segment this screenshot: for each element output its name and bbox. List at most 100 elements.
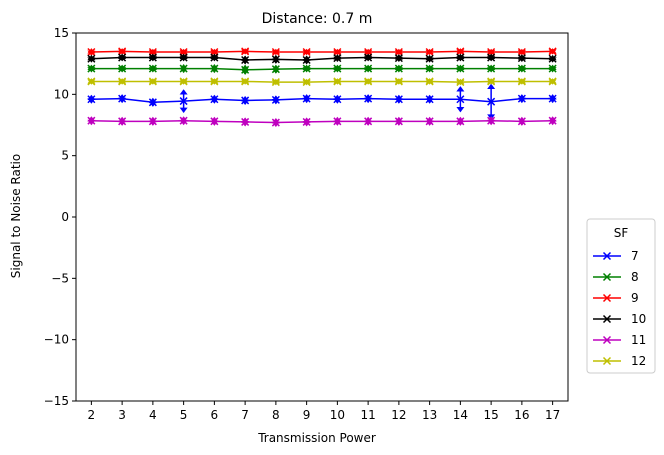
data-point — [333, 95, 342, 104]
x-tick-label: 9 — [303, 408, 311, 422]
data-point — [302, 64, 311, 73]
x-tick-label: 7 — [241, 408, 249, 422]
data-point — [333, 54, 342, 63]
data-point — [456, 117, 465, 126]
x-tick-label: 2 — [88, 408, 96, 422]
data-point — [179, 77, 188, 86]
x-tick-label: 16 — [514, 408, 529, 422]
data-point — [548, 47, 557, 56]
data-point — [394, 64, 403, 73]
data-point — [364, 64, 373, 73]
data-point — [517, 117, 526, 126]
series-9 — [87, 47, 557, 57]
legend-marker — [602, 293, 612, 303]
data-point — [425, 95, 434, 104]
x-axis-label: Transmission Power — [257, 431, 376, 445]
error-cap-bottom — [456, 107, 465, 113]
data-point — [364, 94, 373, 103]
legend-frame — [586, 218, 656, 374]
data-point — [333, 47, 342, 57]
chart-title: Distance: 0.7 m — [262, 11, 373, 27]
data-point — [517, 77, 526, 86]
data-point — [394, 117, 403, 126]
data-point — [179, 116, 188, 125]
legend-marker — [602, 356, 612, 366]
data-point — [148, 98, 157, 107]
data-point — [241, 96, 250, 105]
data-point — [87, 77, 96, 86]
data-point — [517, 64, 526, 73]
legend-label: 7 — [631, 249, 639, 263]
data-point — [487, 77, 496, 86]
data-point — [210, 64, 219, 73]
series-group — [87, 47, 557, 128]
data-point — [364, 53, 373, 62]
legend-label: 10 — [631, 312, 646, 326]
data-point — [118, 117, 127, 126]
data-point — [487, 64, 496, 73]
data-point — [456, 53, 465, 62]
data-point — [333, 77, 342, 86]
data-point — [394, 54, 403, 63]
data-point — [425, 64, 434, 73]
series-line — [91, 119, 553, 124]
legend-marker — [602, 335, 612, 345]
data-point — [118, 77, 127, 86]
data-point — [118, 64, 127, 73]
data-point — [87, 54, 96, 63]
data-point — [487, 97, 496, 106]
data-point — [394, 77, 403, 86]
data-point — [487, 116, 496, 125]
data-point — [333, 64, 342, 73]
data-point — [179, 97, 188, 106]
data-point — [210, 53, 219, 62]
data-point — [241, 55, 250, 65]
x-tick-label: 4 — [149, 408, 157, 422]
legend-label: 12 — [631, 354, 646, 368]
data-point — [364, 117, 373, 126]
data-point — [148, 77, 157, 86]
x-tick-label: 8 — [272, 408, 280, 422]
data-point — [456, 78, 465, 87]
data-point — [179, 64, 188, 73]
x-tick-label: 15 — [483, 408, 498, 422]
x-tick-label: 14 — [453, 408, 468, 422]
data-point — [456, 95, 465, 104]
data-point — [241, 47, 250, 56]
series-line — [91, 80, 553, 83]
data-point — [148, 117, 157, 126]
legend-label: 11 — [631, 333, 646, 347]
data-point — [302, 78, 311, 87]
data-point — [548, 77, 557, 86]
data-point — [517, 47, 526, 57]
legend-marker — [602, 251, 612, 261]
data-point — [456, 47, 465, 56]
series-11 — [87, 116, 557, 128]
data-point — [271, 78, 280, 87]
data-point — [517, 54, 526, 63]
series-10 — [87, 53, 557, 65]
legend-label: 8 — [631, 270, 639, 284]
data-point — [241, 65, 250, 74]
data-point — [148, 53, 157, 62]
x-tick-label: 3 — [118, 408, 126, 422]
data-point — [271, 118, 280, 127]
data-point — [548, 116, 557, 125]
y-tick-label: 15 — [54, 26, 69, 40]
x-tick-label: 17 — [545, 408, 560, 422]
x-tick-label: 5 — [180, 408, 188, 422]
data-point — [87, 64, 96, 73]
x-tick-label: 11 — [360, 408, 375, 422]
data-point — [487, 53, 496, 62]
data-point — [179, 53, 188, 62]
data-point — [87, 47, 96, 57]
series-line — [91, 97, 553, 104]
data-point — [302, 94, 311, 103]
data-point — [210, 77, 219, 86]
series-7 — [87, 83, 557, 120]
x-tick-label: 13 — [422, 408, 437, 422]
data-point — [302, 47, 311, 57]
series-line — [91, 67, 553, 71]
data-point — [271, 65, 280, 74]
